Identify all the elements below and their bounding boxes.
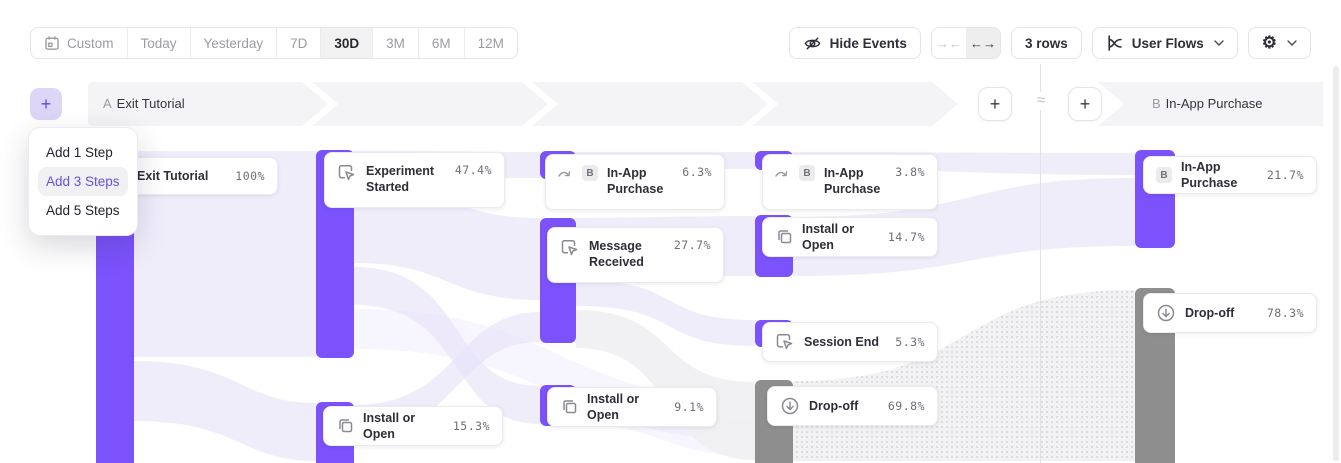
date-range-today[interactable]: Today — [128, 28, 191, 58]
pointer-click-icon — [775, 332, 795, 352]
section-b-node-badge: B — [1156, 167, 1172, 183]
wave-arrow-icon — [558, 168, 573, 179]
node-card-install-or-open-15[interactable]: Install or Open 15.3% — [323, 406, 503, 446]
copy-icon — [336, 417, 354, 435]
chevron-down-icon — [1214, 40, 1224, 46]
node-card-in-app-purchase-21[interactable]: B In-App Purchase 21.7% — [1143, 156, 1317, 194]
date-range-6m[interactable]: 6M — [419, 28, 465, 58]
menu-item-add-5-steps[interactable]: Add 5 Steps — [46, 203, 120, 218]
expand-arrows-icon: ←→ — [969, 35, 996, 51]
date-range-3m[interactable]: 3M — [373, 28, 419, 58]
toolbar-right-group: Hide Events →← ←→ 3 rows User Flows — [788, 27, 1311, 59]
rows-button[interactable]: 3 rows — [1010, 27, 1082, 59]
hide-events-button[interactable]: Hide Events — [788, 27, 921, 59]
wave-arrow-icon — [775, 168, 790, 179]
vertical-scrollbar[interactable] — [1333, 66, 1339, 461]
view-selector-button[interactable]: User Flows — [1091, 27, 1238, 59]
toolbar: Custom Today Yesterday 7D 30D 3M 6M 12M … — [0, 0, 1341, 64]
node-card-in-app-purchase-3[interactable]: B In-App Purchase 3.8% — [762, 154, 938, 210]
section-b-badge: B — [1152, 96, 1161, 111]
section-a-header[interactable]: A Exit Tutorial — [103, 96, 185, 111]
append-step-a-button[interactable]: + — [978, 87, 1012, 121]
prepend-step-b-button[interactable]: + — [1068, 87, 1102, 121]
eye-off-icon — [804, 37, 821, 49]
add-step-button[interactable]: + — [30, 88, 62, 120]
expand-columns-button[interactable]: ←→ — [965, 28, 1000, 58]
section-b-node-badge: B — [799, 165, 815, 181]
node-card-drop-off-78[interactable]: Drop-off 78.3% — [1143, 293, 1317, 333]
node-card-install-or-open-9[interactable]: Install or Open 9.1% — [547, 387, 717, 427]
date-range-custom[interactable]: Custom — [31, 28, 128, 58]
section-a-badge: A — [103, 96, 112, 111]
step-header-band — [88, 82, 1323, 126]
menu-item-add-3-steps[interactable]: Add 3 Steps — [38, 167, 128, 196]
section-divider — [1040, 64, 1041, 463]
chevron-down-icon — [1287, 40, 1297, 46]
collapse-columns-button[interactable]: →← — [932, 28, 966, 58]
add-step-menu: Add 1 Step Add 3 Steps Add 5 Steps — [28, 127, 138, 236]
node-card-exit-tutorial[interactable]: Exit Tutorial 100% — [116, 157, 278, 195]
date-range-12m[interactable]: 12M — [477, 35, 504, 51]
pointer-click-icon — [560, 238, 580, 258]
node-card-experiment-started[interactable]: Experiment Started 47.4% — [324, 152, 505, 208]
user-flows-chart-icon — [1108, 35, 1122, 51]
arrow-down-circle-icon — [1156, 303, 1176, 323]
settings-button[interactable]: ⚙ — [1247, 27, 1311, 59]
pointer-click-icon — [337, 163, 357, 183]
menu-item-add-1-step[interactable]: Add 1 Step — [46, 145, 113, 160]
node-card-message-received[interactable]: Message Received 27.7% — [547, 227, 724, 283]
section-b-header[interactable]: B In-App Purchase — [1152, 96, 1263, 111]
date-range-group: Custom Today Yesterday 7D 30D 3M 6M 12M — [30, 27, 518, 59]
date-range-yesterday[interactable]: Yesterday — [191, 28, 278, 58]
date-range-30d-selected[interactable]: 30D — [321, 28, 374, 58]
node-card-install-or-open-14[interactable]: Install or Open 14.7% — [762, 217, 938, 257]
collapse-arrows-icon: →← — [935, 35, 962, 51]
spacing-toggle-group: →← ←→ — [930, 27, 1001, 59]
date-range-label: Custom — [67, 35, 114, 51]
gear-icon: ⚙ — [1261, 33, 1277, 52]
node-card-in-app-purchase-6[interactable]: B In-App Purchase 6.3% — [545, 154, 725, 210]
node-card-drop-off-69[interactable]: Drop-off 69.8% — [767, 386, 938, 426]
copy-icon — [775, 228, 793, 246]
approx-connector: ≈ — [1031, 92, 1051, 110]
copy-icon — [560, 398, 578, 416]
calendar-icon — [45, 36, 59, 50]
arrow-down-circle-icon — [780, 396, 800, 416]
node-card-session-end[interactable]: Session End 5.3% — [762, 322, 938, 362]
section-b-node-badge: B — [582, 165, 598, 181]
date-range-7d[interactable]: 7D — [277, 28, 322, 58]
